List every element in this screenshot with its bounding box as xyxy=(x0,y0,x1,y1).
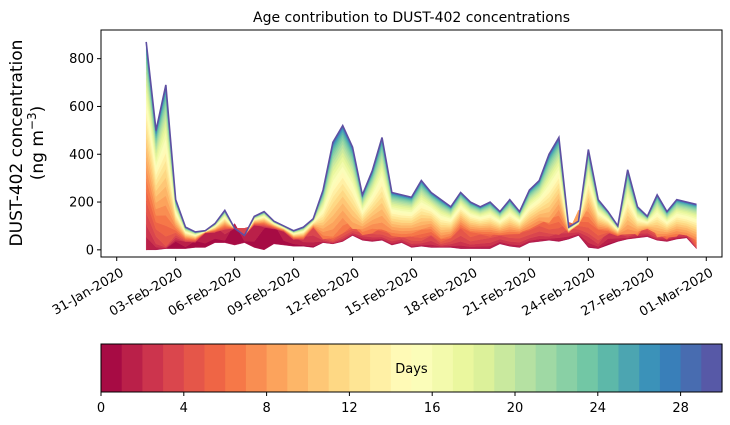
colorbar-level-7 xyxy=(245,344,268,392)
y-axis-label-unit: (ng m xyxy=(28,130,48,180)
colorbar-level-17 xyxy=(452,344,475,392)
colorbar-level-27 xyxy=(659,344,682,392)
colorbar-level-6 xyxy=(225,344,247,392)
colorbar-tick-label-4: 4 xyxy=(180,401,188,416)
plot-frame xyxy=(100,29,723,258)
colorbar-level-18 xyxy=(473,344,495,392)
colorbar-tick-label-28: 28 xyxy=(672,401,689,416)
colorbar: Days 0 4 8 12 16 20 24 28 xyxy=(97,343,723,416)
colorbar-level-29 xyxy=(701,344,723,392)
colorbar-level-9 xyxy=(287,344,309,392)
colorbar-level-22 xyxy=(556,344,578,392)
colorbar-level-14 xyxy=(390,344,413,392)
y-axis-label-line1: DUST-402 concentration xyxy=(7,40,27,247)
colorbar-level-15 xyxy=(411,344,433,392)
y-tick-label-200: 200 xyxy=(69,196,94,211)
stacked-areas xyxy=(145,41,697,251)
colorbar-level-11 xyxy=(328,344,350,392)
colorbar-level-0 xyxy=(101,344,123,392)
colorbar-level-26 xyxy=(639,344,661,392)
colorbar-tick-label-16: 16 xyxy=(424,401,441,416)
total-line xyxy=(145,41,697,237)
colorbar-level-4 xyxy=(183,344,206,392)
colorbar-frame xyxy=(100,343,723,393)
y-tick-label-800: 800 xyxy=(69,52,94,67)
chart-title: Age contribution to DUST-402 concentrati… xyxy=(253,10,570,26)
colorbar-level-28 xyxy=(680,344,702,392)
y-axis-label-line2: (ng m−3) xyxy=(25,106,48,181)
colorbar-level-23 xyxy=(577,344,599,392)
colorbar-level-1 xyxy=(121,344,143,392)
y-tick-label-0: 0 xyxy=(86,243,94,258)
colorbar-level-20 xyxy=(515,344,537,392)
colorbar-label: Days xyxy=(395,362,428,377)
colorbar-level-8 xyxy=(266,344,288,392)
colorbar-tick-label-20: 20 xyxy=(507,401,524,416)
colorbar-level-19 xyxy=(494,344,516,392)
colorbar-tick-label-12: 12 xyxy=(341,401,358,416)
colorbar-tick-label-0: 0 xyxy=(97,401,105,416)
colorbar-level-12 xyxy=(349,344,371,392)
colorbar-level-10 xyxy=(308,344,330,392)
colorbar-level-21 xyxy=(535,344,557,392)
y-tick-label-600: 600 xyxy=(69,100,94,115)
colorbar-level-16 xyxy=(432,344,454,392)
colorbar-level-3 xyxy=(163,344,185,392)
colorbar-tick-label-24: 24 xyxy=(590,401,607,416)
colorbar-level-2 xyxy=(142,344,164,392)
y-axis-label: DUST-402 concentration (ng m−3) xyxy=(7,40,48,247)
colorbar-tick-label-8: 8 xyxy=(262,401,270,416)
y-axis-label-unit-exponent: −3 xyxy=(25,112,39,130)
colorbar-level-13 xyxy=(370,344,392,392)
colorbar-level-24 xyxy=(597,344,620,392)
colorbar-level-5 xyxy=(204,344,226,392)
y-tick-label-400: 400 xyxy=(69,148,94,163)
y-axis-label-close-paren: ) xyxy=(28,106,48,113)
colorbar-level-25 xyxy=(618,344,640,392)
